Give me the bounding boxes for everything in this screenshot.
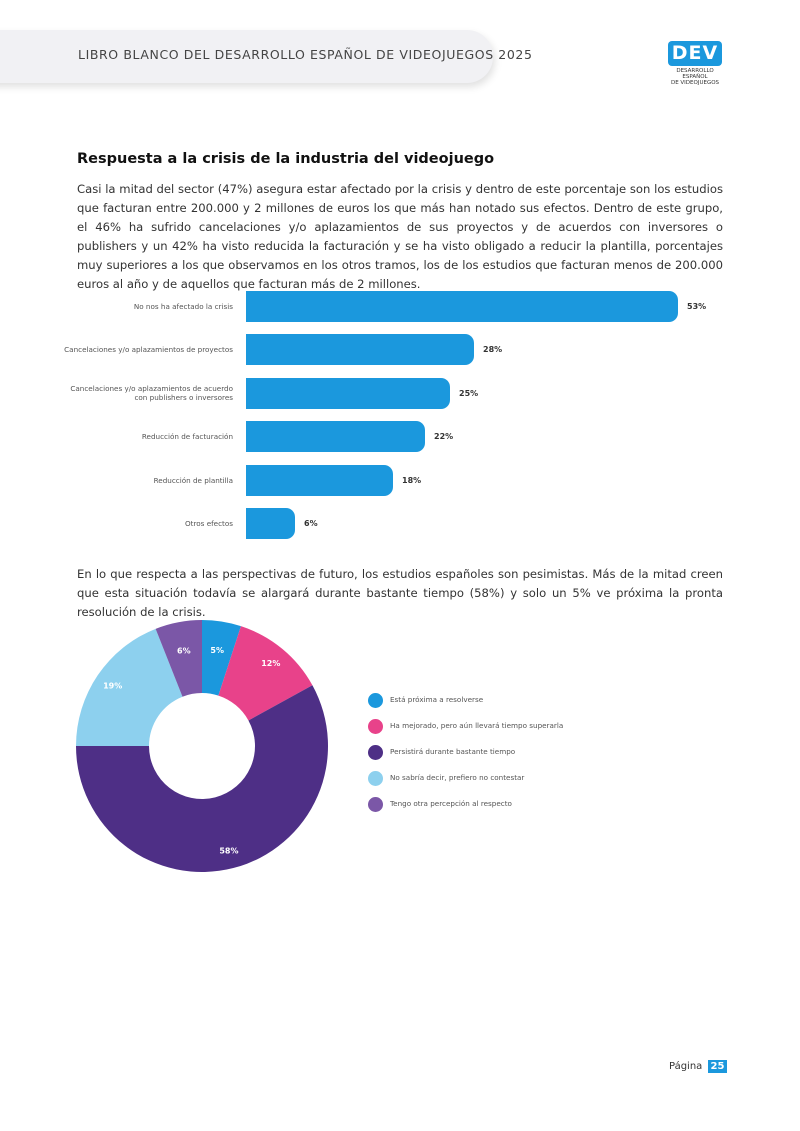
donut-slice (76, 628, 183, 746)
donut-slice-label: 19% (103, 681, 122, 690)
legend-swatch (368, 797, 383, 812)
donut-slice (76, 685, 328, 872)
bar-row: Cancelaciones y/o aplazamientos de acuer… (0, 377, 800, 409)
bar (246, 334, 474, 366)
bar-category-label: No nos ha afectado la crisis (133, 302, 233, 311)
legend-item: Ha mejorado, pero aún llevará tiempo sup… (368, 719, 628, 745)
bar-row: Otros efectos 6% (0, 508, 800, 539)
page-number: Página 25 (669, 1060, 728, 1073)
donut-slice (202, 620, 241, 696)
header-banner (0, 30, 493, 83)
intro-paragraph: Casi la mitad del sector (47%) asegura e… (77, 182, 723, 291)
legend-item: Persistirá durante bastante tiempo (368, 745, 628, 771)
bar-value-label: 53% (687, 302, 707, 311)
logo-subtitle-line-1: DESARROLLO ESPAÑOL (676, 68, 714, 80)
page-label: Página (669, 1061, 703, 1072)
legend-label: No sabría decir, prefiero no contestar (390, 773, 525, 782)
legend-label: Ha mejorado, pero aún llevará tiempo sup… (390, 721, 564, 730)
bar (246, 291, 678, 322)
bar-value-label: 6% (304, 519, 318, 528)
legend-swatch (368, 745, 383, 760)
legend-label: Está próxima a resolverse (390, 695, 484, 704)
bar-value-label: 22% (434, 432, 454, 442)
donut-legend: Está próxima a resolverse Ha mejorado, pe… (368, 693, 628, 823)
logo-subtitle-line-2: DE VIDEOJUEGOS (670, 80, 720, 86)
logo-subtitle: DESARROLLO ESPAÑOL DE VIDEOJUEGOS (666, 68, 724, 86)
bar-value-label: 25% (459, 388, 479, 398)
bar-row: Cancelaciones y/o aplazamientos de proye… (0, 334, 800, 366)
legend-swatch (368, 693, 383, 708)
page-number-value: 25 (707, 1060, 728, 1073)
bar (246, 421, 425, 453)
bar-category-label: Reducción de facturación (141, 432, 233, 442)
bar-category-label: Cancelaciones y/o aplazamientos de proye… (64, 345, 233, 355)
bar-row: Reducción de plantilla 18% (0, 464, 800, 496)
bar-row: No nos ha afectado la crisis 53% (0, 291, 800, 322)
bar-value-label: 18% (402, 475, 422, 485)
outlook-donut-chart: 5% 12% 58% 19% 6% (76, 620, 328, 872)
legend-label: Tengo otra percepción al respecto (390, 799, 512, 808)
dev-logo: DEV DESARROLLO ESPAÑOL DE VIDEOJUEGOS (666, 41, 724, 86)
legend-item: No sabría decir, prefiero no contestar (368, 771, 628, 797)
bar (246, 464, 393, 496)
outlook-paragraph: En lo que respecta a las perspectivas de… (77, 567, 723, 619)
legend-swatch (368, 719, 383, 734)
bar (246, 508, 295, 539)
bar-value-label: 28% (483, 345, 503, 355)
donut-slice-label: 6% (177, 647, 191, 656)
section-title: Respuesta a la crisis de la industria de… (77, 151, 495, 167)
legend-item: Tengo otra percepción al respecto (368, 797, 628, 823)
logo-mark: DEV (668, 41, 722, 66)
bar-category-label: Reducción de plantilla (153, 475, 233, 485)
donut-slice (218, 626, 313, 721)
donut-slice-label: 12% (261, 659, 280, 668)
bar-category-label: Otros efectos (185, 519, 233, 528)
bar-row: Reducción de facturación 22% (0, 421, 800, 453)
legend-label: Persistirá durante bastante tiempo (390, 747, 516, 756)
donut-slice (155, 620, 202, 697)
bar (246, 377, 450, 409)
bar-category-label: Cancelaciones y/o aplazamientos de acuer… (70, 384, 233, 403)
publication-title: LIBRO BLANCO DEL DESARROLLO ESPAÑOL DE V… (78, 47, 533, 62)
donut-slice-label: 58% (219, 847, 238, 856)
legend-swatch (368, 771, 383, 786)
legend-item: Está próxima a resolverse (368, 693, 628, 719)
donut-slice-label: 5% (210, 646, 224, 655)
